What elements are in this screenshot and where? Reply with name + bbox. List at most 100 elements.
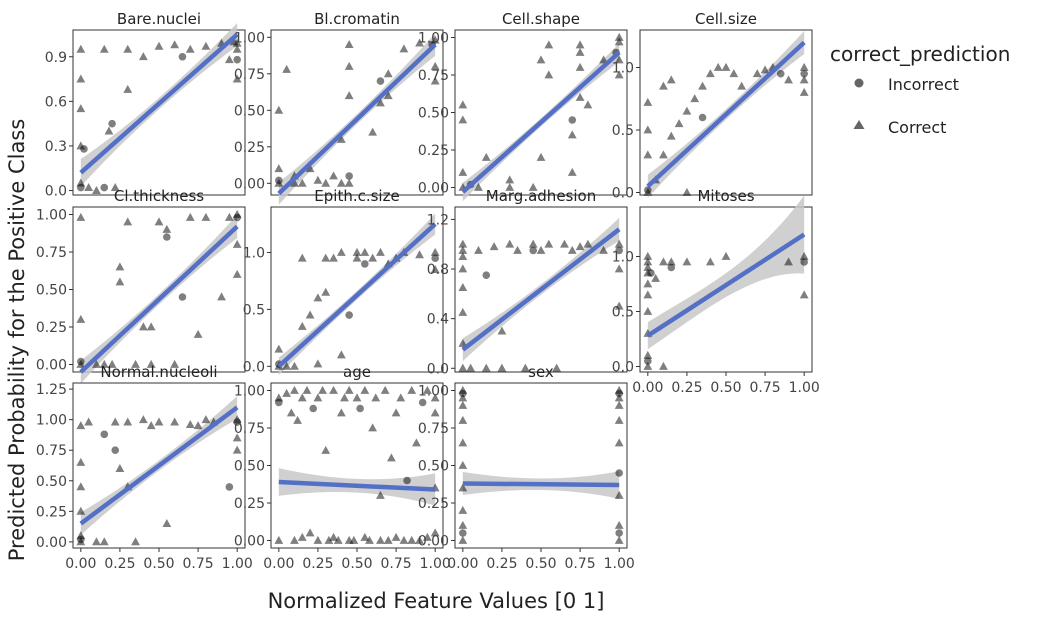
facet-marg-adhesion: Marg.adhesion 0.0 0.4 0.8 1.2 [427,187,628,377]
point-correct [297,532,307,541]
point-incorrect [644,357,652,365]
point-correct [92,359,101,368]
point-correct [544,70,554,79]
x-tick-label: 1.00 [222,556,253,572]
point-correct [360,532,370,541]
point-correct [430,61,440,70]
point-correct [329,171,338,180]
point-correct [170,40,180,49]
point-correct [313,293,323,302]
point-correct [201,415,211,424]
legend-symbol-incorrect [854,78,864,88]
point-correct [274,164,284,173]
point-correct [131,359,140,368]
point-correct [614,535,624,544]
point-correct [690,94,700,103]
point-incorrect [615,469,623,477]
point-correct [599,245,608,254]
point-correct [430,528,440,537]
point-correct [614,438,624,447]
y-tick-label: 0.5 [612,123,634,139]
point-correct [399,44,409,53]
point-correct [115,277,125,286]
point-correct [340,393,349,402]
point-correct [799,75,809,84]
point-correct [752,69,762,78]
point-incorrect [309,404,318,413]
point-correct [737,81,747,90]
point-correct [430,247,440,256]
facet-cl-thickness: Cl.thickness 0.00 0.25 0.50 0.75 1.00 [36,187,246,384]
point-correct [505,175,515,184]
x-tick-label: 0.50 [143,556,174,572]
point-incorrect [667,263,676,272]
point-correct [110,417,120,426]
point-correct [123,84,133,93]
point-incorrect [800,258,808,266]
point-correct [422,532,432,541]
point-correct [321,178,331,187]
point-incorrect [275,176,283,185]
point-correct [422,385,432,394]
point-correct [513,245,522,254]
point-correct [293,415,302,424]
point-correct [274,344,284,353]
y-tick-label: 0.50 [36,474,67,490]
point-incorrect [644,186,652,194]
legend: correct_prediction Incorrect Correct [830,42,1010,137]
x-tick-label: 1.00 [789,380,820,396]
point-correct [336,134,346,143]
point-correct [682,106,692,115]
point-correct [583,239,593,248]
facet-panel-frame [454,382,628,549]
point-correct [99,44,109,53]
point-correct [232,445,242,454]
fit-line [79,405,239,526]
point-correct [232,433,242,442]
point-incorrect [376,77,385,85]
point-correct [415,250,424,259]
point-correct [146,421,156,430]
point-correct [321,253,331,262]
point-incorrect [345,172,353,180]
point-correct [799,62,809,71]
y-tick-label: 0.00 [234,534,265,550]
point-correct [505,239,515,248]
y-tick-label: 0.25 [36,504,67,520]
x-tick-label: 0.00 [632,380,663,396]
y-tick-label: 1.0 [612,61,634,77]
point-correct [336,350,346,359]
point-correct [162,224,172,233]
fit-line [646,232,806,338]
point-correct [162,518,172,527]
point-incorrect [800,69,808,78]
point-correct [705,257,715,266]
point-correct [430,393,440,402]
point-correct [458,393,468,402]
point-correct [458,252,468,261]
fit-line [79,224,239,374]
point-correct [123,417,133,426]
point-correct [76,104,86,113]
point-correct [659,361,668,370]
x-tick-label: 0.00 [65,556,96,572]
y-tick-label: 0.00 [418,534,449,550]
x-tick-label: 0.50 [525,556,556,572]
point-correct [274,393,284,402]
point-correct [713,62,723,71]
point-correct [614,520,624,529]
point-correct [729,69,739,78]
y-tick-label: 0.50 [418,459,449,475]
point-incorrect [275,398,283,407]
point-correct [698,81,707,90]
y-tick-label: 0.0 [243,359,265,375]
point-correct [297,178,307,187]
point-correct [396,393,406,402]
point-correct [290,361,299,370]
point-correct [659,257,668,266]
point-correct [614,415,624,424]
point-correct [458,535,468,544]
point-correct [217,292,226,301]
point-correct [368,423,378,432]
point-correct [201,41,211,50]
